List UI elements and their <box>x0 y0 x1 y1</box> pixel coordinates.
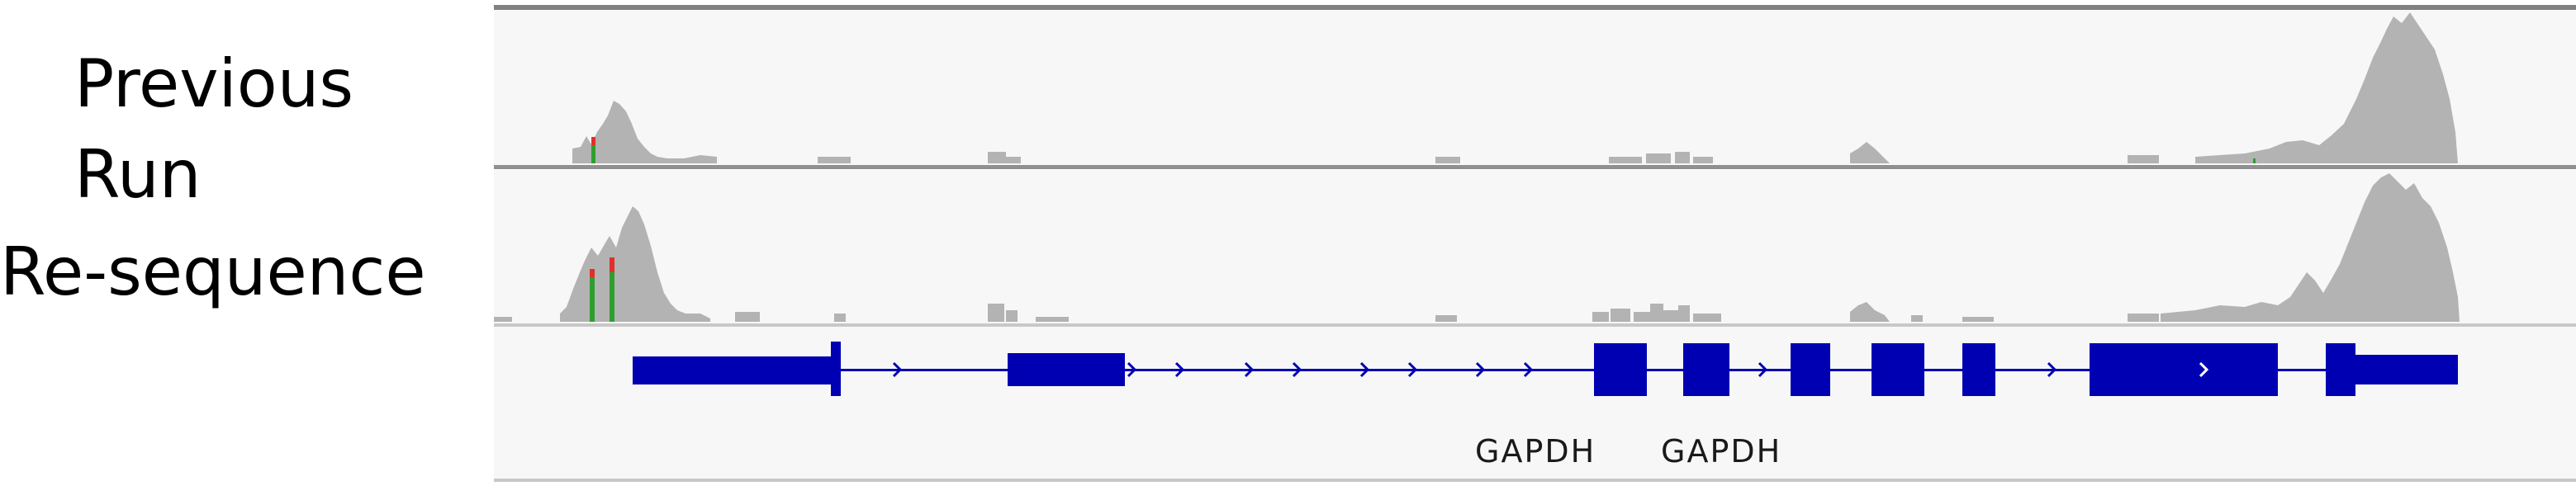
track-label-run: Run <box>74 136 202 213</box>
track-label-previous: Previous <box>74 45 354 122</box>
exon[interactable] <box>1962 343 1995 396</box>
strand-arrow-icon <box>1127 361 1137 378</box>
intron-line <box>633 369 2458 371</box>
exon[interactable] <box>1594 343 1647 396</box>
exon[interactable] <box>2090 343 2278 396</box>
strand-arrow-icon <box>1407 361 1418 378</box>
coverage-histogram-resequence <box>494 173 2460 322</box>
variant-allele-marker[interactable] <box>591 137 595 145</box>
exon[interactable] <box>1791 343 1830 396</box>
strand-arrow-icon <box>1475 361 1486 378</box>
variant-allele-marker[interactable] <box>610 257 614 272</box>
coverage-histogram-previous-run <box>572 12 2458 163</box>
genome-viewer[interactable]: GAPDH GAPDH <box>494 0 2576 500</box>
exon[interactable] <box>2326 343 2355 396</box>
strand-arrow-icon <box>2199 361 2209 378</box>
exon[interactable] <box>1872 343 1924 396</box>
track-divider-top <box>494 5 2576 10</box>
track-divider-middle <box>494 165 2576 169</box>
variant-allele-marker[interactable] <box>2253 158 2256 163</box>
gene-label[interactable]: GAPDH <box>1475 433 1596 469</box>
variant-allele-marker[interactable] <box>610 271 614 322</box>
track-label-resequence: Re-sequence <box>0 233 426 310</box>
gene-feature-gapdh[interactable] <box>633 342 2458 396</box>
strand-arrows <box>892 361 2057 378</box>
utr-exon[interactable] <box>633 356 837 384</box>
strand-arrow-icon <box>1523 361 1534 378</box>
variant-allele-marker[interactable] <box>591 145 595 163</box>
variant-allele-marker[interactable] <box>590 276 595 322</box>
exon[interactable] <box>1008 353 1125 386</box>
strand-arrow-icon <box>1174 361 1185 378</box>
exon[interactable] <box>1683 343 1729 396</box>
strand-arrow-icon <box>1758 361 1768 378</box>
gene-label[interactable]: GAPDH <box>1661 433 1781 469</box>
strand-arrow-icon <box>1244 361 1255 378</box>
variant-allele-marker[interactable] <box>590 269 595 277</box>
strand-arrow-icon <box>1292 361 1302 378</box>
strand-arrow-icon <box>892 361 903 378</box>
strand-arrow-icon <box>2047 361 2057 378</box>
coverage-track-resequence[interactable] <box>494 170 2576 323</box>
coverage-track-previous-run[interactable] <box>494 10 2576 165</box>
strand-arrow-icon <box>1359 361 1370 378</box>
track-divider-bottom <box>494 479 2576 482</box>
utr-exon[interactable] <box>2355 355 2458 384</box>
track-divider-lower <box>494 323 2576 327</box>
exon[interactable] <box>831 342 841 396</box>
